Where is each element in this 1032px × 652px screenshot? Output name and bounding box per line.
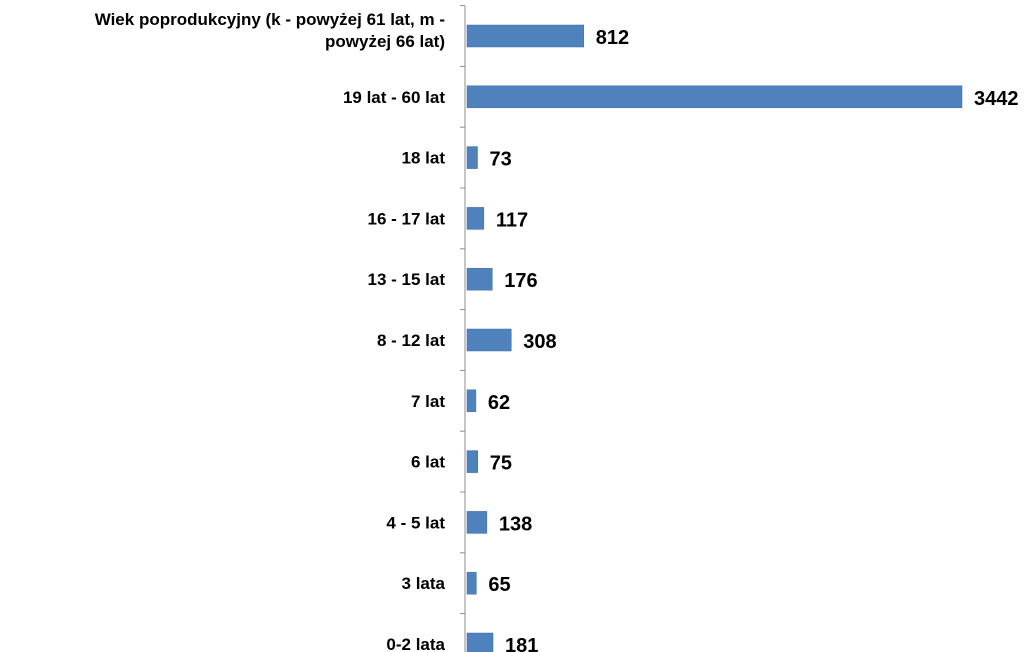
category-label-powy-ej-66-lat-line-2: powyżej 66 lat) (325, 32, 445, 51)
bar-powy-ej-66-lat (466, 24, 585, 48)
category-label-6-lat: 6 lat (411, 453, 445, 472)
category-label-18-lat: 18 lat (402, 149, 446, 168)
bar-18-lat (466, 146, 478, 169)
data-label-16-17-lat: 117 (496, 209, 528, 231)
category-labels: Wiek poprodukcyjny (k - powyżej 61 lat, … (95, 10, 446, 652)
bar-19-lat-60-lat (466, 85, 963, 109)
bar-3-lata (466, 571, 477, 595)
bar-7-lat (466, 389, 477, 413)
category-label-16-17-lat: 16 - 17 lat (368, 209, 446, 228)
bar-0-2-lata (466, 632, 494, 652)
data-label-powy-ej-66-lat: 812 (596, 27, 629, 49)
bar-16-17-lat (466, 207, 485, 230)
data-label-8-12-lat: 308 (523, 331, 556, 353)
data-label-19-lat-60-lat: 3442 (974, 88, 1019, 110)
category-label-powy-ej-66-lat-line-1: Wiek poprodukcyjny (k - powyżej 61 lat, … (95, 10, 445, 29)
data-label-3-lata: 65 (488, 574, 510, 596)
axis-ticks (460, 5, 465, 615)
data-label-6-lat: 75 (490, 453, 512, 475)
data-label-4-5-lat: 138 (499, 513, 532, 535)
data-label-0-2-lata: 181 (505, 635, 538, 652)
bar-13-15-lat (466, 267, 493, 291)
category-label-7-lat: 7 lat (411, 392, 445, 411)
bar-6-lat (466, 450, 479, 473)
data-label-18-lat: 73 (489, 149, 511, 171)
category-label-0-2-lata: 0-2 lata (386, 635, 445, 652)
category-label-4-5-lat: 4 - 5 lat (386, 513, 445, 532)
category-label-8-12-lat: 8 - 12 lat (377, 331, 445, 350)
bar-series (466, 24, 963, 652)
category-label-19-lat-60-lat: 19 lat - 60 lat (343, 88, 445, 107)
category-label-13-15-lat: 13 - 15 lat (368, 270, 446, 289)
category-label-3-lata: 3 lata (402, 574, 446, 593)
bar-4-5-lat (466, 511, 488, 534)
data-labels: 812 3442 73 117 176 308 62 75 138 65 181 (488, 27, 1019, 652)
bar-8-12-lat (466, 328, 512, 352)
data-label-7-lat: 62 (488, 392, 510, 414)
data-label-13-15-lat: 176 (504, 270, 537, 292)
